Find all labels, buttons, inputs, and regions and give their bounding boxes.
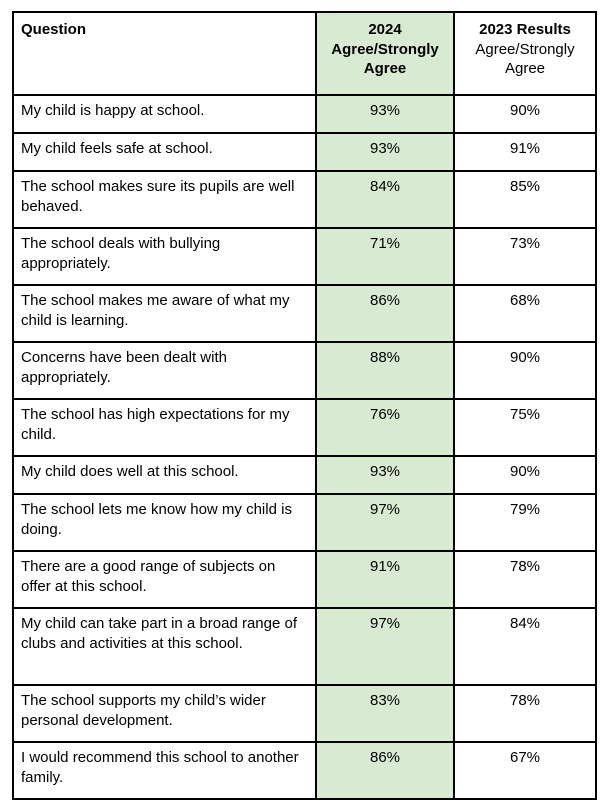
2024-result-cell: 97% (315, 607, 455, 686)
2023-result-cell: 73% (453, 227, 597, 286)
survey-results-table: Question 2024 Agree/Strongly Agree 2023 … (12, 11, 597, 800)
table-row: My child can take part in a broad range … (12, 607, 597, 686)
2023-result-cell: 78% (453, 550, 597, 609)
2024-result-cell: 91% (315, 550, 455, 609)
table-header-row: Question 2024 Agree/Strongly Agree 2023 … (12, 11, 597, 96)
table-row: My child feels safe at school. 93% 91% (12, 132, 597, 172)
2023-result-cell: 90% (453, 455, 597, 495)
2023-result-cell: 79% (453, 493, 597, 552)
table-row: There are a good range of subjects on of… (12, 550, 597, 609)
2024-result-cell: 86% (315, 284, 455, 343)
2024-header-label-line2: Agree (363, 60, 407, 77)
2024-column-header: 2024 Agree/Strongly Agree (315, 11, 455, 96)
question-cell: My child feels safe at school. (12, 132, 317, 172)
2023-header-label-line2: Agree (504, 60, 546, 77)
question-cell: My child does well at this school. (12, 455, 317, 495)
question-cell: The school makes sure its pupils are wel… (12, 170, 317, 229)
question-cell: I would recommend this school to another… (12, 741, 317, 800)
question-cell: The school lets me know how my child is … (12, 493, 317, 552)
2024-result-cell: 86% (315, 741, 455, 800)
2024-header-label-line1: Agree/Strongly (331, 40, 439, 58)
2023-result-cell: 84% (453, 607, 597, 686)
table-row: The school makes sure its pupils are wel… (12, 170, 597, 229)
2024-header-year: 2024 (368, 21, 402, 38)
2023-column-header: 2023 Results Agree/Strongly Agree (453, 11, 597, 96)
2023-result-cell: 90% (453, 94, 597, 134)
2023-result-cell: 85% (453, 170, 597, 229)
table-row: My child is happy at school. 93% 90% (12, 94, 597, 134)
2023-result-cell: 91% (453, 132, 597, 172)
table-row: I would recommend this school to another… (12, 741, 597, 800)
question-cell: The school has high expectations for my … (12, 398, 317, 457)
table-row: The school supports my child’s wider per… (12, 684, 597, 743)
table-row: The school lets me know how my child is … (12, 493, 597, 552)
2023-result-cell: 67% (453, 741, 597, 800)
2024-result-cell: 88% (315, 341, 455, 400)
question-cell: My child can take part in a broad range … (12, 607, 317, 686)
2023-header-title: 2023 Results (479, 21, 571, 38)
table-row: My child does well at this school. 93% 9… (12, 455, 597, 495)
2023-header-label-line1: Agree/Strongly (475, 40, 575, 58)
2024-result-cell: 71% (315, 227, 455, 286)
question-cell: The school supports my child’s wider per… (12, 684, 317, 743)
2024-result-cell: 76% (315, 398, 455, 457)
2024-result-cell: 93% (315, 132, 455, 172)
question-cell: My child is happy at school. (12, 94, 317, 134)
table-row: The school deals with bullying appropria… (12, 227, 597, 286)
question-column-header: Question (12, 11, 317, 96)
table-row: The school makes me aware of what my chi… (12, 284, 597, 343)
question-cell: Concerns have been dealt with appropriat… (12, 341, 317, 400)
2024-result-cell: 97% (315, 493, 455, 552)
question-cell: The school makes me aware of what my chi… (12, 284, 317, 343)
question-cell: The school deals with bullying appropria… (12, 227, 317, 286)
2023-result-cell: 78% (453, 684, 597, 743)
2023-result-cell: 75% (453, 398, 597, 457)
2024-result-cell: 84% (315, 170, 455, 229)
2024-result-cell: 83% (315, 684, 455, 743)
question-cell: There are a good range of subjects on of… (12, 550, 317, 609)
table-row: Concerns have been dealt with appropriat… (12, 341, 597, 400)
2024-result-cell: 93% (315, 94, 455, 134)
2023-result-cell: 90% (453, 341, 597, 400)
table-row: The school has high expectations for my … (12, 398, 597, 457)
2024-result-cell: 93% (315, 455, 455, 495)
2023-result-cell: 68% (453, 284, 597, 343)
question-header-label: Question (21, 21, 87, 38)
